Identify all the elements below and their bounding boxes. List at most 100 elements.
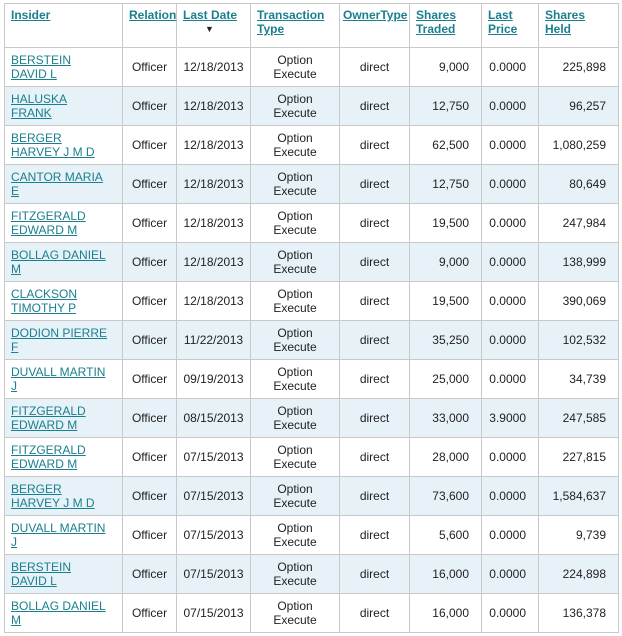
- transaction-type-cell: Option Execute: [250, 164, 340, 204]
- sort-link-shares-traded[interactable]: Shares Traded: [416, 8, 457, 36]
- last-date-cell: 12/18/2013: [176, 125, 251, 165]
- last-date-cell: 12/18/2013: [176, 242, 251, 282]
- insider-cell: HALUSKA FRANK: [4, 86, 123, 126]
- insider-cell: BERSTEIN DAVID L: [4, 47, 123, 87]
- last-price-cell: 0.0000: [481, 203, 539, 243]
- last-price-cell: 0.0000: [481, 554, 539, 594]
- column-header-last-date: Last Date ▼: [176, 3, 251, 48]
- insider-link[interactable]: HALUSKA FRANK: [11, 91, 68, 120]
- last-date-cell: 12/18/2013: [176, 47, 251, 87]
- owner-type-cell: direct: [339, 476, 410, 516]
- insider-link[interactable]: CLACKSON TIMOTHY P: [11, 286, 78, 315]
- table-row: FITZGERALD EDWARD M Officer 08/15/2013 Opti…: [4, 398, 619, 438]
- last-date-cell: 12/18/2013: [176, 203, 251, 243]
- shares-held-cell: 136,378: [538, 593, 619, 633]
- insider-link[interactable]: BERSTEIN DAVID L: [11, 52, 72, 81]
- relation-cell: Officer: [122, 47, 177, 87]
- owner-type-cell: direct: [339, 242, 410, 282]
- last-price-cell: 0.0000: [481, 320, 539, 360]
- insider-cell: BOLLAG DANIEL M: [4, 593, 123, 633]
- owner-type-cell: direct: [339, 203, 410, 243]
- transaction-type-cell: Option Execute: [250, 476, 340, 516]
- column-header-transaction-type: Transaction Type: [250, 3, 340, 48]
- last-price-cell: 0.0000: [481, 86, 539, 126]
- transaction-type-cell: Option Execute: [250, 242, 340, 282]
- sort-descending-icon[interactable]: ▼: [205, 24, 214, 34]
- owner-type-cell: direct: [339, 398, 410, 438]
- shares-held-cell: 80,649: [538, 164, 619, 204]
- shares-traded-cell: 28,000: [409, 437, 482, 477]
- shares-held-cell: 1,080,259: [538, 125, 619, 165]
- insider-cell: FITZGERALD EDWARD M: [4, 203, 123, 243]
- last-price-cell: 0.0000: [481, 164, 539, 204]
- transaction-type-cell: Option Execute: [250, 593, 340, 633]
- insider-link[interactable]: FITZGERALD EDWARD M: [11, 403, 86, 432]
- insider-link[interactable]: DODION PIERRE F: [11, 325, 108, 354]
- insider-link[interactable]: FITZGERALD EDWARD M: [11, 208, 86, 237]
- table-row: HALUSKA FRANK Officer 12/18/2013 Option Exe…: [4, 86, 619, 126]
- sort-link-relation[interactable]: Relation: [129, 8, 177, 22]
- insider-link[interactable]: DUVALL MARTIN J: [11, 364, 106, 393]
- sort-link-transaction-type[interactable]: Transaction Type: [257, 8, 325, 36]
- owner-type-cell: direct: [339, 554, 410, 594]
- transaction-type-cell: Option Execute: [250, 398, 340, 438]
- header-row: Insider Relation Last Date ▼ Transaction…: [4, 3, 619, 48]
- shares-traded-cell: 16,000: [409, 554, 482, 594]
- shares-traded-cell: 19,500: [409, 203, 482, 243]
- insider-cell: FITZGERALD EDWARD M: [4, 437, 123, 477]
- relation-cell: Officer: [122, 125, 177, 165]
- sort-link-last-price[interactable]: Last Price: [488, 8, 518, 36]
- sort-link-insider[interactable]: Insider: [11, 8, 51, 22]
- table-row: CLACKSON TIMOTHY P Officer 12/18/2013 Optio…: [4, 281, 619, 321]
- insider-link[interactable]: BERSTEIN DAVID L: [11, 559, 72, 588]
- insider-link[interactable]: FITZGERALD EDWARD M: [11, 442, 86, 471]
- insider-link[interactable]: BOLLAG DANIEL M: [11, 598, 106, 627]
- last-price-cell: 0.0000: [481, 593, 539, 633]
- table-row: FITZGERALD EDWARD M Officer 07/15/2013 Opti…: [4, 437, 619, 477]
- shares-held-cell: 225,898: [538, 47, 619, 87]
- owner-type-cell: direct: [339, 320, 410, 360]
- transaction-type-cell: Option Execute: [250, 515, 340, 555]
- relation-cell: Officer: [122, 437, 177, 477]
- insider-link[interactable]: BERGER HARVEY J M D: [11, 130, 95, 159]
- last-date-cell: 12/18/2013: [176, 164, 251, 204]
- relation-cell: Officer: [122, 476, 177, 516]
- relation-cell: Officer: [122, 164, 177, 204]
- relation-cell: Officer: [122, 203, 177, 243]
- owner-type-cell: direct: [339, 86, 410, 126]
- shares-traded-cell: 12,750: [409, 164, 482, 204]
- relation-cell: Officer: [122, 593, 177, 633]
- insider-cell: FITZGERALD EDWARD M: [4, 398, 123, 438]
- insider-cell: DUVALL MARTIN J: [4, 515, 123, 555]
- sort-link-shares-held[interactable]: Shares Held: [545, 8, 586, 36]
- owner-type-cell: direct: [339, 359, 410, 399]
- last-date-cell: 11/22/2013: [176, 320, 251, 360]
- column-header-shares-held: Shares Held: [538, 3, 619, 48]
- table-row: BERGER HARVEY J M D Officer 12/18/2013 Opti…: [4, 125, 619, 165]
- insider-cell: CANTOR MARIA E: [4, 164, 123, 204]
- transaction-type-cell: Option Execute: [250, 203, 340, 243]
- insider-link[interactable]: DUVALL MARTIN J: [11, 520, 106, 549]
- insider-cell: BERSTEIN DAVID L: [4, 554, 123, 594]
- table-row: BERSTEIN DAVID L Officer 07/15/2013 Option …: [4, 554, 619, 594]
- transaction-type-cell: Option Execute: [250, 281, 340, 321]
- shares-traded-cell: 9,000: [409, 242, 482, 282]
- insider-cell: DODION PIERRE F: [4, 320, 123, 360]
- sort-link-owner-type[interactable]: OwnerType: [343, 8, 408, 22]
- column-header-insider: Insider: [4, 3, 123, 48]
- last-date-cell: 08/15/2013: [176, 398, 251, 438]
- relation-cell: Officer: [122, 86, 177, 126]
- column-header-relation: Relation: [122, 3, 177, 48]
- owner-type-cell: direct: [339, 125, 410, 165]
- insider-link[interactable]: BOLLAG DANIEL M: [11, 247, 106, 276]
- shares-held-cell: 96,257: [538, 86, 619, 126]
- owner-type-cell: direct: [339, 164, 410, 204]
- insider-link[interactable]: BERGER HARVEY J M D: [11, 481, 95, 510]
- shares-traded-cell: 33,000: [409, 398, 482, 438]
- last-price-cell: 0.0000: [481, 359, 539, 399]
- shares-traded-cell: 12,750: [409, 86, 482, 126]
- last-price-cell: 3.9000: [481, 398, 539, 438]
- last-price-cell: 0.0000: [481, 242, 539, 282]
- sort-link-last-date[interactable]: Last Date: [183, 8, 238, 22]
- insider-link[interactable]: CANTOR MARIA E: [11, 169, 103, 198]
